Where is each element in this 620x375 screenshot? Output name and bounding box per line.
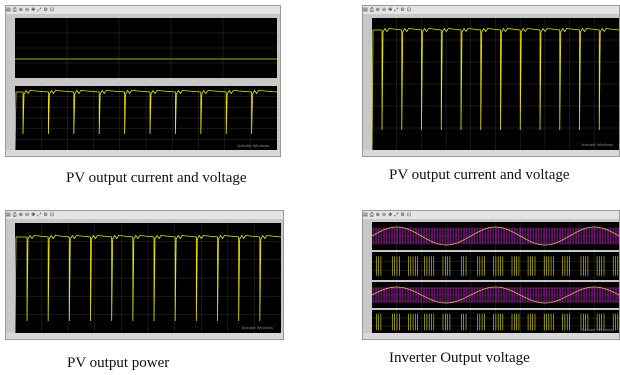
- pan-icon[interactable]: ✥: [388, 212, 393, 218]
- lock-icon[interactable]: ⊡: [49, 212, 55, 218]
- zoom-out-icon[interactable]: ⊖: [24, 212, 30, 218]
- scope-window-inverter-output: ▤ ⎙ ⊕ ⊖ ✥ ⤢ ⚙ ⊡ Activate Windows: [362, 210, 620, 340]
- scope-status-bar: [363, 150, 619, 156]
- voltage-trace: [15, 234, 281, 333]
- voltage-plot-1: [15, 86, 277, 150]
- watermark: Activate Windows: [581, 327, 613, 332]
- autoscale-icon[interactable]: ⤢: [394, 7, 399, 13]
- autoscale-icon[interactable]: ⤢: [37, 212, 42, 218]
- caption-bottom-right: Inverter Output voltage: [389, 350, 530, 366]
- print-icon[interactable]: ⎙: [12, 7, 17, 13]
- open-icon[interactable]: ▤: [6, 7, 11, 13]
- voltage-trace: [372, 27, 619, 150]
- current-plot: [15, 18, 277, 78]
- scope-toolbar: ▤ ⎙ ⊕ ⊖ ✥ ⤢ ⚙ ⊡: [6, 211, 283, 219]
- params-icon[interactable]: ⚙: [400, 212, 405, 218]
- scope-axes-inverter-pulses-a: [372, 252, 619, 280]
- voltage-trace: [15, 89, 277, 150]
- zoom-in-icon[interactable]: ⊕: [18, 7, 23, 13]
- power-plot: [15, 223, 281, 333]
- caption-bottom-left: PV output power: [67, 355, 170, 371]
- print-icon[interactable]: ⎙: [369, 212, 374, 218]
- open-icon[interactable]: ▤: [363, 212, 368, 218]
- open-icon[interactable]: ▤: [363, 7, 368, 13]
- zoom-in-icon[interactable]: ⊕: [375, 212, 380, 218]
- inverter-plot-b: [372, 282, 619, 308]
- inverter-plot-a: [372, 222, 619, 250]
- scope-axes-inverter-pulses-b: Activate Windows: [372, 310, 619, 334]
- watermark: Activate Windows: [241, 325, 273, 330]
- scope-axes-current: [15, 18, 277, 78]
- pan-icon[interactable]: ✥: [31, 7, 36, 13]
- voltage-plot-2: [372, 18, 619, 150]
- lock-icon[interactable]: ⊡: [406, 7, 412, 13]
- scope-axes-inverter-voltage-a: [372, 222, 619, 250]
- print-icon[interactable]: ⎙: [12, 212, 17, 218]
- scope-axes-voltage: Activate Windows: [15, 86, 277, 150]
- pan-icon[interactable]: ✥: [388, 7, 393, 13]
- autoscale-icon[interactable]: ⤢: [394, 212, 399, 218]
- zoom-in-icon[interactable]: ⊕: [375, 7, 380, 13]
- zoom-in-icon[interactable]: ⊕: [18, 212, 23, 218]
- sine-trace: [372, 226, 619, 246]
- scope-status-bar: [6, 150, 280, 156]
- scope-window-pv-power: ▤ ⎙ ⊕ ⊖ ✥ ⤢ ⚙ ⊡ Activate Windows: [5, 210, 284, 340]
- sine-trace: [372, 286, 619, 304]
- pan-icon[interactable]: ✥: [31, 212, 36, 218]
- params-icon[interactable]: ⚙: [400, 7, 405, 13]
- scope-toolbar: ▤ ⎙ ⊕ ⊖ ✥ ⤢ ⚙ ⊡: [363, 6, 619, 14]
- print-icon[interactable]: ⎙: [369, 7, 374, 13]
- zoom-out-icon[interactable]: ⊖: [24, 7, 30, 13]
- params-icon[interactable]: ⚙: [43, 7, 48, 13]
- scope-axes-inverter-voltage-b: [372, 282, 619, 308]
- watermark: Activate Windows: [581, 142, 613, 147]
- inverter-pulses-b: [372, 310, 619, 334]
- scope-axes-power: Activate Windows: [15, 223, 281, 333]
- inverter-pulses-a: [372, 252, 619, 280]
- scope-toolbar: ▤ ⎙ ⊕ ⊖ ✥ ⤢ ⚙ ⊡: [6, 6, 280, 14]
- scope-status-bar: [363, 333, 619, 339]
- autoscale-icon[interactable]: ⤢: [37, 7, 42, 13]
- lock-icon[interactable]: ⊡: [49, 7, 55, 13]
- scope-axes-voltage: Activate Windows: [372, 18, 619, 150]
- lock-icon[interactable]: ⊡: [406, 212, 412, 218]
- zoom-out-icon[interactable]: ⊖: [381, 212, 387, 218]
- scope-window-pv-current-voltage-2: ▤ ⎙ ⊕ ⊖ ✥ ⤢ ⚙ ⊡ Activate Windows: [362, 5, 620, 157]
- scope-window-pv-current-voltage-1: ▤ ⎙ ⊕ ⊖ ✥ ⤢ ⚙ ⊡ Activate Windows: [5, 5, 281, 157]
- watermark: Activate Windows: [237, 143, 269, 148]
- caption-top-right: PV output current and voltage: [389, 167, 570, 183]
- scope-toolbar: ▤ ⎙ ⊕ ⊖ ✥ ⤢ ⚙ ⊡: [363, 211, 619, 219]
- params-icon[interactable]: ⚙: [43, 212, 48, 218]
- zoom-out-icon[interactable]: ⊖: [381, 7, 387, 13]
- open-icon[interactable]: ▤: [6, 212, 11, 218]
- scope-status-bar: [6, 333, 283, 339]
- caption-top-left: PV output current and voltage: [66, 170, 247, 186]
